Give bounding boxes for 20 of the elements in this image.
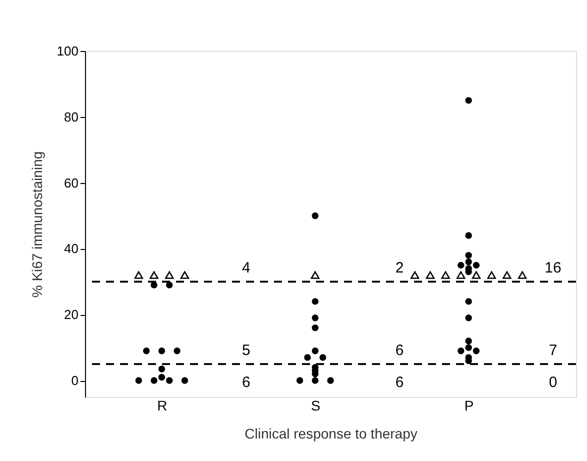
y-tick-label: 20 xyxy=(64,307,78,322)
annotation: 16 xyxy=(544,260,562,277)
y-tick-label: 0 xyxy=(71,373,78,388)
annotation: 5 xyxy=(242,342,250,360)
y-tick-label: 80 xyxy=(64,109,78,124)
y-tick-label: 60 xyxy=(64,175,78,190)
annotation: 6 xyxy=(395,374,404,392)
x-tick-label: R xyxy=(157,398,168,414)
annotation: 4 xyxy=(242,260,250,277)
y-tick-label: 40 xyxy=(64,241,78,256)
annotation: 6 xyxy=(242,374,250,392)
annotation: 6 xyxy=(395,342,404,360)
y-tick-label: 100 xyxy=(56,44,78,58)
y-axis-title: % Ki67 immunostaining xyxy=(28,151,45,298)
x-tick-label: S xyxy=(310,398,320,414)
x-tick-label: P xyxy=(464,398,474,414)
annotation: 0 xyxy=(548,374,558,392)
x-axis-title: Clinical response to therapy xyxy=(244,426,418,442)
annotation: 7 xyxy=(548,342,558,360)
annotation: 2 xyxy=(395,260,404,277)
